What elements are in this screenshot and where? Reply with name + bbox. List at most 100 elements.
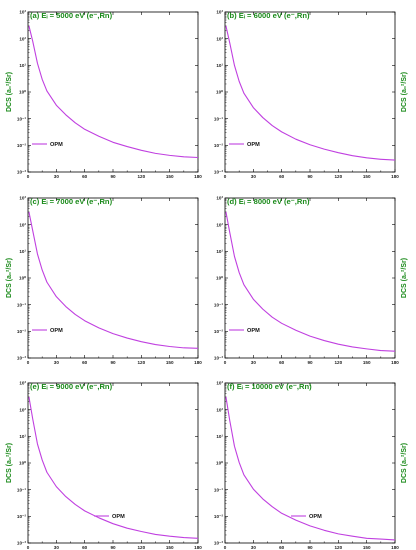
legend-label-opm: OPM <box>247 328 260 334</box>
legend-label-opm: OPM <box>309 514 322 520</box>
y-axis-label: DCS (a₀²/Sr) <box>401 258 408 298</box>
y-tick-label: 10⁻¹ <box>214 302 224 307</box>
y-tick-label: 10⁻³ <box>17 356 27 361</box>
y-tick-label: 10⁻¹ <box>17 302 27 307</box>
y-tick-label: 10³ <box>19 196 26 201</box>
y-tick-label: 10³ <box>216 196 223 201</box>
y-tick-label: 10⁰ <box>19 276 26 281</box>
x-tick-label: 90 <box>307 545 313 550</box>
x-tick-label: 120 <box>137 360 145 365</box>
plot-frame <box>27 11 199 173</box>
y-tick-label: 10¹ <box>216 249 223 254</box>
y-tick-label: 10⁻² <box>17 514 27 519</box>
y-tick-label: 10¹ <box>216 434 223 439</box>
y-tick-label: 10¹ <box>216 63 223 68</box>
y-tick-label: 10⁻¹ <box>214 116 224 121</box>
y-tick-label: 10⁻³ <box>214 356 224 361</box>
y-tick-label: 10² <box>19 222 26 227</box>
x-tick-label: 150 <box>363 545 371 550</box>
y-tick-label: 10⁰ <box>19 461 26 466</box>
x-tick-label: 180 <box>194 545 202 550</box>
y-tick-label: 10⁻² <box>17 329 27 334</box>
x-tick-label: 180 <box>391 545 399 550</box>
x-tick-label: 30 <box>251 174 257 179</box>
panel-a: 0 30 60 90 120 150 180 10⁻³ 10⁻² 10⁻¹ 10⁰ 10¹ 10² 10³… <box>6 10 202 179</box>
x-tick-label: 90 <box>110 545 116 550</box>
x-tick-label: 0 <box>224 545 227 550</box>
panel-d: 0 30 60 90 120 150 180 10⁻³ 10⁻² 10⁻¹ 10⁰ 10¹ 10² 10³… <box>214 196 408 365</box>
y-axis-label: DCS (a₀²/Sr) <box>6 258 13 298</box>
x-tick-label: 30 <box>251 545 257 550</box>
y-tick-label: 10⁻³ <box>17 541 27 546</box>
x-tick-label: 180 <box>194 174 202 179</box>
y-tick-label: 10⁻¹ <box>17 116 27 121</box>
plot-frame <box>224 197 396 359</box>
y-tick-label: 10³ <box>19 10 26 15</box>
y-tick-label: 10¹ <box>19 63 26 68</box>
legend-label-opm: OPM <box>247 142 260 148</box>
panel-title: (d) Eᵢ = 8000 eV (e⁻,Rn) <box>227 197 310 206</box>
y-tick-label: 10² <box>19 407 26 412</box>
x-tick-label: 60 <box>82 360 88 365</box>
panel-title: (b) Eᵢ = 6000 eV (e⁻,Rn) <box>227 11 310 20</box>
y-axis-label: DCS (a₀²/Sr) <box>401 443 408 483</box>
panel-c: 0 30 60 90 120 150 180 10⁻³ 10⁻² 10⁻¹ 10⁰ 10¹ 10² 10³… <box>6 196 202 365</box>
x-tick-label: 0 <box>224 174 227 179</box>
legend-label-opm: OPM <box>112 514 125 520</box>
y-tick-label: 10³ <box>216 381 223 386</box>
y-tick-label: 10⁻³ <box>214 541 224 546</box>
x-tick-label: 0 <box>224 360 227 365</box>
y-tick-label: 10⁰ <box>19 90 26 95</box>
y-axis-label: DCS (a₀²/Sr) <box>6 72 13 112</box>
panel-b: 0 30 60 90 120 150 180 10⁻³ 10⁻² 10⁻¹ 10⁰ 10¹ 10² 10³… <box>214 10 408 179</box>
x-tick-label: 150 <box>166 174 174 179</box>
y-tick-label: 10⁻² <box>214 329 224 334</box>
x-tick-label: 0 <box>27 174 30 179</box>
y-tick-label: 10⁰ <box>216 461 223 466</box>
plot-frame <box>224 11 396 173</box>
y-tick-label: 10⁻² <box>214 514 224 519</box>
x-tick-label: 60 <box>279 360 285 365</box>
x-tick-label: 150 <box>363 360 371 365</box>
y-axis-label: DCS (a₀²/Sr) <box>6 443 13 483</box>
x-tick-label: 150 <box>166 545 174 550</box>
y-tick-label: 10¹ <box>19 249 26 254</box>
y-tick-label: 10² <box>216 407 223 412</box>
x-tick-label: 180 <box>194 360 202 365</box>
series-line-opm <box>28 211 199 349</box>
y-tick-label: 10³ <box>19 381 26 386</box>
y-axis-label: DCS (a₀²/Sr) <box>401 72 408 112</box>
x-tick-label: 60 <box>82 174 88 179</box>
y-tick-label: 10⁻¹ <box>214 487 224 492</box>
y-tick-label: 10¹ <box>19 434 26 439</box>
x-tick-label: 60 <box>279 174 285 179</box>
x-tick-label: 150 <box>166 360 174 365</box>
legend-label-opm: OPM <box>50 328 63 334</box>
y-tick-label: 10⁰ <box>216 90 223 95</box>
x-tick-label: 120 <box>137 545 145 550</box>
x-tick-label: 120 <box>334 545 342 550</box>
x-tick-label: 0 <box>27 360 30 365</box>
panel-f: 0 30 60 90 120 150 180 10⁻³ 10⁻² 10⁻¹ 10⁰ 10¹ 10² 10³… <box>214 381 408 550</box>
x-tick-label: 30 <box>54 360 60 365</box>
y-tick-label: 10² <box>216 36 223 41</box>
x-tick-label: 60 <box>82 545 88 550</box>
legend-label-opm: OPM <box>50 142 63 148</box>
y-tick-label: 10² <box>216 222 223 227</box>
series-line-opm <box>225 25 396 161</box>
x-tick-label: 120 <box>334 360 342 365</box>
series-line-opm <box>225 211 396 352</box>
x-tick-label: 30 <box>251 360 257 365</box>
y-tick-label: 10⁻² <box>214 143 224 148</box>
panel-e: 0 30 60 90 120 150 180 10⁻³ 10⁻² 10⁻¹ 10⁰ 10¹ 10² 10³… <box>6 381 202 550</box>
panel-title: (e) Eᵢ = 9000 eV (e⁻,Rn) <box>30 382 113 391</box>
x-tick-label: 180 <box>391 174 399 179</box>
panel-title: (f) Eᵢ = 10000 eV (e⁻,Rn) <box>227 382 312 391</box>
x-tick-label: 120 <box>334 174 342 179</box>
series-line-opm <box>28 396 199 539</box>
x-tick-label: 90 <box>110 174 116 179</box>
y-tick-label: 10⁰ <box>216 276 223 281</box>
x-tick-label: 30 <box>54 545 60 550</box>
y-tick-label: 10² <box>19 36 26 41</box>
